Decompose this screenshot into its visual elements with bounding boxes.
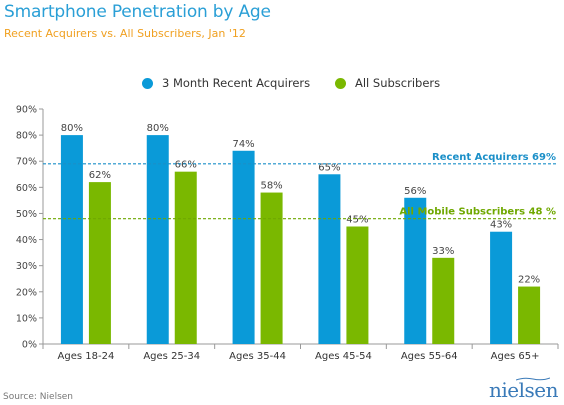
- logo-wave-icon: [516, 377, 550, 381]
- data-label-all-subscribers: 45%: [346, 215, 368, 226]
- bar-recent-acquirers: [490, 231, 513, 344]
- bar-all-subscribers: [260, 192, 283, 344]
- data-label-all-subscribers: 33%: [432, 246, 454, 257]
- y-tick-label: 50%: [16, 209, 37, 220]
- x-tick-label: Ages 45-54: [315, 351, 372, 362]
- y-tick-label: 60%: [16, 183, 37, 194]
- y-tick-label: 10%: [16, 313, 37, 324]
- bar-all-subscribers: [346, 226, 369, 344]
- data-label-recent-acquirers: 43%: [490, 220, 512, 231]
- legend-marker-all: [335, 77, 346, 89]
- chart-legend: 3 Month Recent Acquirers All Subscribers: [0, 72, 564, 92]
- legend-label-recent: 3 Month Recent Acquirers: [162, 76, 311, 90]
- y-tick-label: 40%: [16, 235, 37, 246]
- bar-recent-acquirers: [232, 150, 255, 344]
- source-note: Source: Nielsen: [3, 392, 74, 402]
- chart-title: Smartphone Penetration by Age: [4, 2, 271, 22]
- bar-all-subscribers: [518, 286, 541, 344]
- nielsen-logo: nielsen: [489, 378, 559, 402]
- data-label-recent-acquirers: 65%: [318, 162, 340, 173]
- data-label-all-subscribers: 58%: [260, 181, 282, 192]
- data-label-recent-acquirers: 56%: [404, 186, 426, 197]
- bar-all-subscribers: [174, 171, 197, 344]
- bar-recent-acquirers: [60, 135, 83, 344]
- data-label-recent-acquirers: 80%: [61, 123, 83, 134]
- bar-recent-acquirers: [404, 197, 427, 344]
- x-tick-label: Ages 55-64: [401, 351, 458, 362]
- data-label-all-subscribers: 66%: [175, 160, 197, 171]
- reference-label-recent-acquirers: Recent Acquirers 69%: [432, 152, 556, 163]
- legend-item-all-subscribers: All Subscribers: [335, 76, 440, 90]
- x-tick-label: Ages 65+: [491, 351, 540, 362]
- legend-label-all: All Subscribers: [355, 76, 441, 90]
- y-tick-label: 70%: [16, 157, 37, 168]
- data-label-all-subscribers: 22%: [518, 275, 540, 286]
- data-label-all-subscribers: 62%: [89, 170, 111, 181]
- y-tick-label: 20%: [16, 287, 37, 298]
- x-tick-label: Ages 25-34: [143, 351, 200, 362]
- bar-recent-acquirers: [146, 135, 169, 344]
- y-tick-label: 30%: [16, 261, 37, 272]
- legend-marker-recent: [142, 77, 153, 89]
- data-label-recent-acquirers: 80%: [147, 123, 169, 134]
- bar-recent-acquirers: [318, 174, 341, 344]
- x-tick-label: Ages 18-24: [58, 351, 115, 362]
- data-label-recent-acquirers: 74%: [232, 139, 254, 150]
- reference-label-all-subscribers: All Mobile Subscribers 48 %: [399, 207, 556, 218]
- y-tick-label: 80%: [16, 131, 37, 142]
- y-tick-label: 0%: [22, 340, 37, 351]
- y-tick-label: 90%: [16, 105, 37, 116]
- bar-all-subscribers: [432, 257, 455, 344]
- chart-subtitle: Recent Acquirers vs. All Subscribers, Ja…: [4, 27, 246, 40]
- legend-item-recent-acquirers: 3 Month Recent Acquirers: [142, 76, 310, 90]
- bar-all-subscribers: [88, 182, 111, 344]
- x-tick-label: Ages 35-44: [229, 351, 286, 362]
